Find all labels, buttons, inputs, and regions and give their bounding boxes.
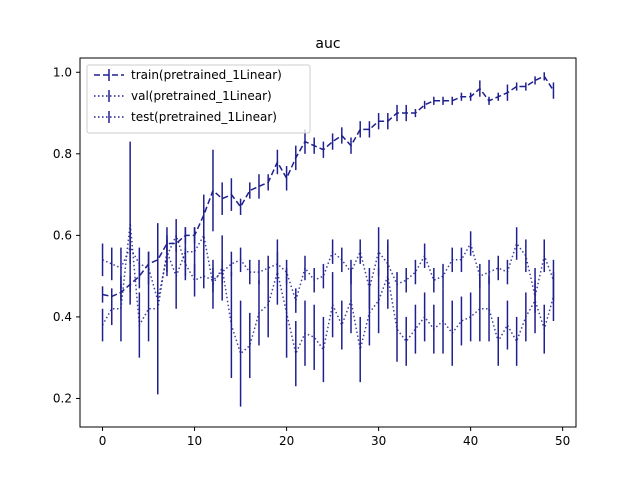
x-tick-label: 0 bbox=[99, 434, 107, 448]
x-tick-label: 10 bbox=[187, 434, 202, 448]
y-tick-label: 0.8 bbox=[53, 147, 72, 161]
legend: train(pretrained_1Linear) val(pretrained_… bbox=[86, 64, 311, 134]
series-line bbox=[101, 223, 555, 356]
x-tick-label: 30 bbox=[371, 434, 386, 448]
x-tick-label: 20 bbox=[279, 434, 294, 448]
legend-box bbox=[86, 64, 311, 134]
x-axis: 0 10 20 30 40 50 bbox=[99, 427, 570, 448]
legend-label: val(pretrained_1Linear) bbox=[131, 89, 272, 103]
chart-title: auc bbox=[315, 36, 340, 52]
series-line bbox=[102, 233, 555, 304]
legend-label: train(pretrained_1Linear) bbox=[131, 68, 282, 82]
series-2 bbox=[101, 141, 555, 407]
series-1 bbox=[101, 219, 555, 321]
legend-label: test(pretrained_1Linear) bbox=[131, 110, 277, 124]
x-tick-label: 40 bbox=[463, 434, 478, 448]
y-tick-label: 1.0 bbox=[53, 65, 72, 79]
x-tick-label: 50 bbox=[555, 434, 570, 448]
axes-frame bbox=[79, 57, 577, 428]
y-tick-label: 0.2 bbox=[53, 391, 72, 405]
y-tick-label: 0.6 bbox=[53, 228, 72, 242]
y-axis: 0.2 0.4 0.6 0.8 1.0 bbox=[53, 65, 80, 405]
y-tick-label: 0.4 bbox=[53, 310, 72, 324]
